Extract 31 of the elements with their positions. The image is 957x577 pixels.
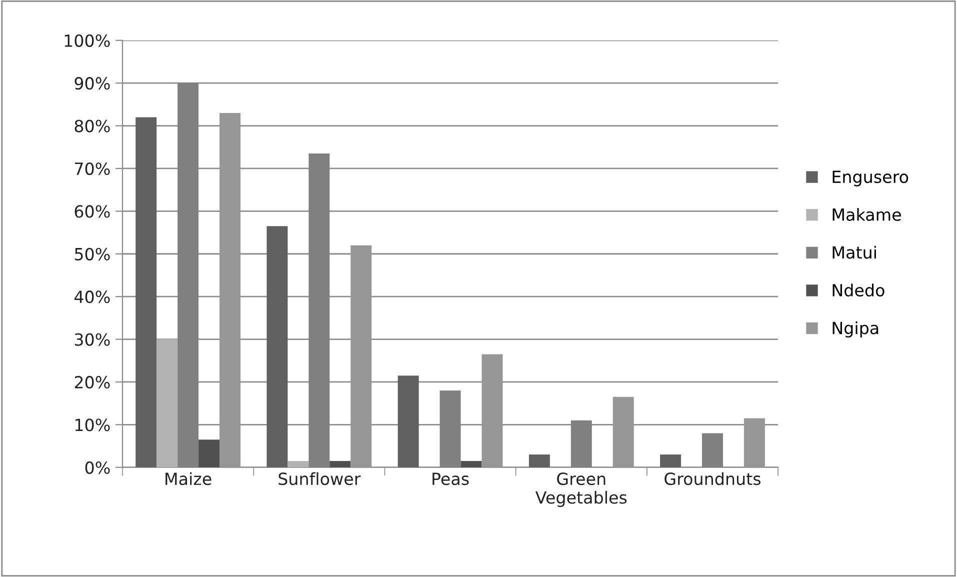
bar [266, 226, 288, 468]
bar [528, 454, 550, 468]
y-tick-label: 30% [74, 333, 110, 346]
bar [136, 117, 157, 468]
y-tick-label: 100% [64, 34, 110, 47]
legend-label: Ndedo [832, 284, 884, 297]
y-tick-label: 80% [74, 120, 110, 132]
y-tick-label: 60% [74, 205, 110, 218]
x-tick-label: Peas [432, 472, 469, 486]
x-tick-label: Groundnuts [664, 472, 760, 486]
x-tick-label: Maize [166, 472, 212, 486]
y-tick-label: 40% [74, 290, 110, 304]
bar [330, 460, 351, 468]
bar [288, 460, 309, 468]
bar [156, 339, 178, 468]
x-tick-label: Sunflower [278, 472, 361, 486]
y-tick-label: 10% [75, 418, 110, 432]
bar [660, 454, 682, 468]
y-tick-label: 50% [74, 248, 110, 260]
legend-label: Matui [832, 246, 876, 259]
y-tick-label: 0% [85, 461, 110, 474]
x-tick-label: Green Vegetables [535, 472, 627, 508]
y-tick-label: 90% [74, 77, 110, 90]
y-tick-label: 70% [75, 162, 110, 176]
legend-label: Engusero [832, 170, 908, 186]
legend-label: Ngipa [832, 321, 878, 338]
legend-label: Makame [832, 208, 901, 221]
bar [398, 376, 419, 468]
y-tick-label: 20% [74, 376, 110, 389]
bar [460, 460, 482, 468]
bar [198, 440, 220, 468]
